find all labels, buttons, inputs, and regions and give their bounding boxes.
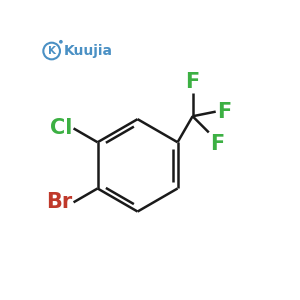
Text: Kuujia: Kuujia xyxy=(64,44,113,58)
Text: F: F xyxy=(210,134,224,154)
Text: Br: Br xyxy=(46,192,72,212)
Text: F: F xyxy=(185,72,200,92)
Text: F: F xyxy=(217,102,231,122)
Text: Cl: Cl xyxy=(50,118,72,138)
Circle shape xyxy=(60,40,62,43)
Text: K: K xyxy=(48,46,56,56)
